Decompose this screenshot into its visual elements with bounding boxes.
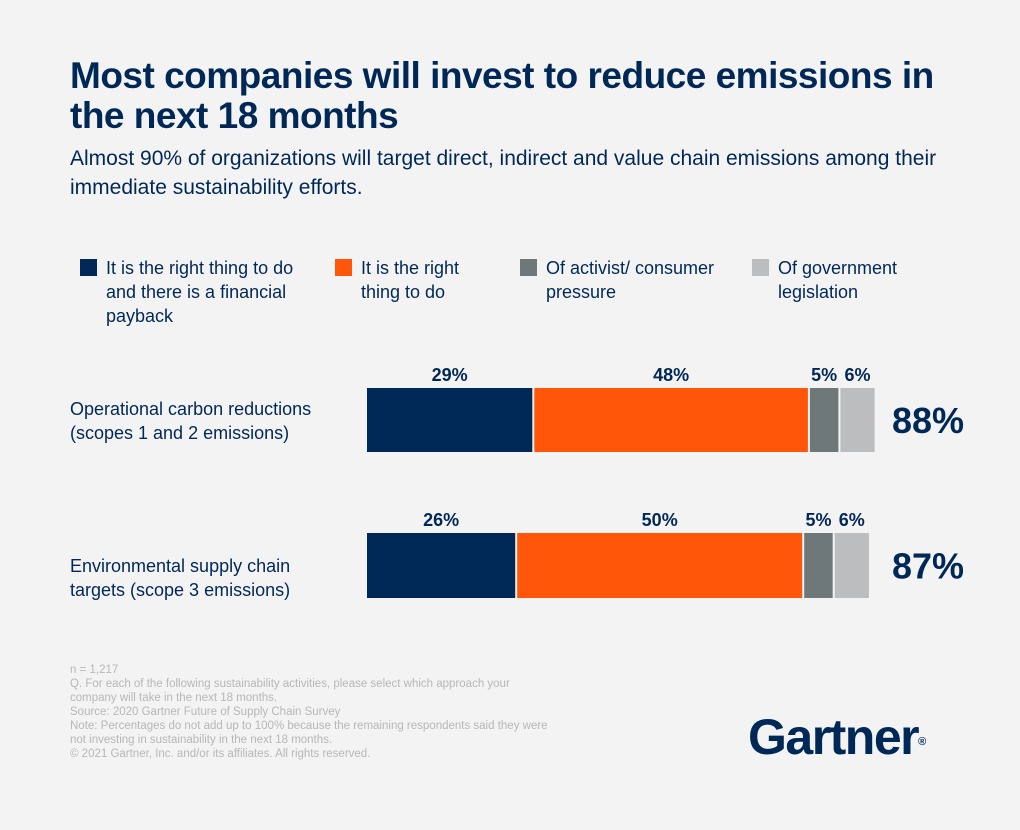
total-label: 88% (892, 400, 964, 441)
data-label: 6% (844, 365, 870, 385)
bar-segment (804, 533, 833, 598)
note-question: Q. For each of the following sustainabil… (70, 678, 510, 704)
legend-item-right-thing: It is the right thing to do (335, 256, 485, 304)
bar-segment (367, 533, 516, 598)
gartner-logo: Gartner® (748, 708, 926, 766)
bar-segment (367, 388, 533, 452)
bar-segment (809, 388, 839, 452)
note-copyright: © 2021 Gartner, Inc. and/or its affiliat… (70, 748, 371, 760)
legend-item-activist-pressure: Of activist/ consumer pressure (520, 256, 720, 304)
data-label: 29% (432, 365, 468, 385)
logo-text: Gartner (748, 709, 920, 765)
bar-segment (517, 533, 803, 598)
data-label: 5% (811, 365, 837, 385)
bar-segment (834, 533, 869, 598)
data-label: 48% (653, 365, 689, 385)
registered-mark: ® (918, 736, 927, 748)
data-label: 5% (805, 510, 831, 530)
chart-subtitle: Almost 90% of organizations will target … (70, 147, 937, 199)
footnotes: n = 1,217 Q. For each of the following s… (70, 663, 550, 761)
data-label: 26% (423, 510, 459, 530)
data-label: 6% (839, 510, 865, 530)
note-sample-size: n = 1,217 (70, 664, 119, 676)
legend-swatch (80, 259, 97, 276)
category-label-operational: Operational carbon reductions (scopes 1 … (70, 399, 312, 443)
legend-label: It is the right thing to do and there is… (106, 258, 294, 326)
data-label: 50% (642, 510, 678, 530)
category-label-supply-chain: Environmental supply chain targets (scop… (70, 556, 291, 600)
legend-swatch (335, 259, 352, 276)
legend-label: It is the right thing to do (361, 258, 460, 302)
chart-title: Most companies will invest to reduce emi… (70, 55, 934, 136)
bar-segment (840, 388, 875, 452)
legend-label: Of government legislation (778, 258, 898, 302)
legend-swatch (752, 259, 769, 276)
legend-label: Of activist/ consumer pressure (546, 258, 715, 302)
total-label: 87% (892, 546, 964, 587)
bar-segment (534, 388, 808, 452)
note-source: Source: 2020 Gartner Future of Supply Ch… (70, 706, 341, 718)
legend-swatch (520, 259, 537, 276)
note-percentages: Note: Percentages do not add up to 100% … (70, 720, 548, 746)
legend-item-government-legislation: Of government legislation (752, 256, 927, 304)
legend-item-financial-payback: It is the right thing to do and there is… (80, 256, 300, 328)
